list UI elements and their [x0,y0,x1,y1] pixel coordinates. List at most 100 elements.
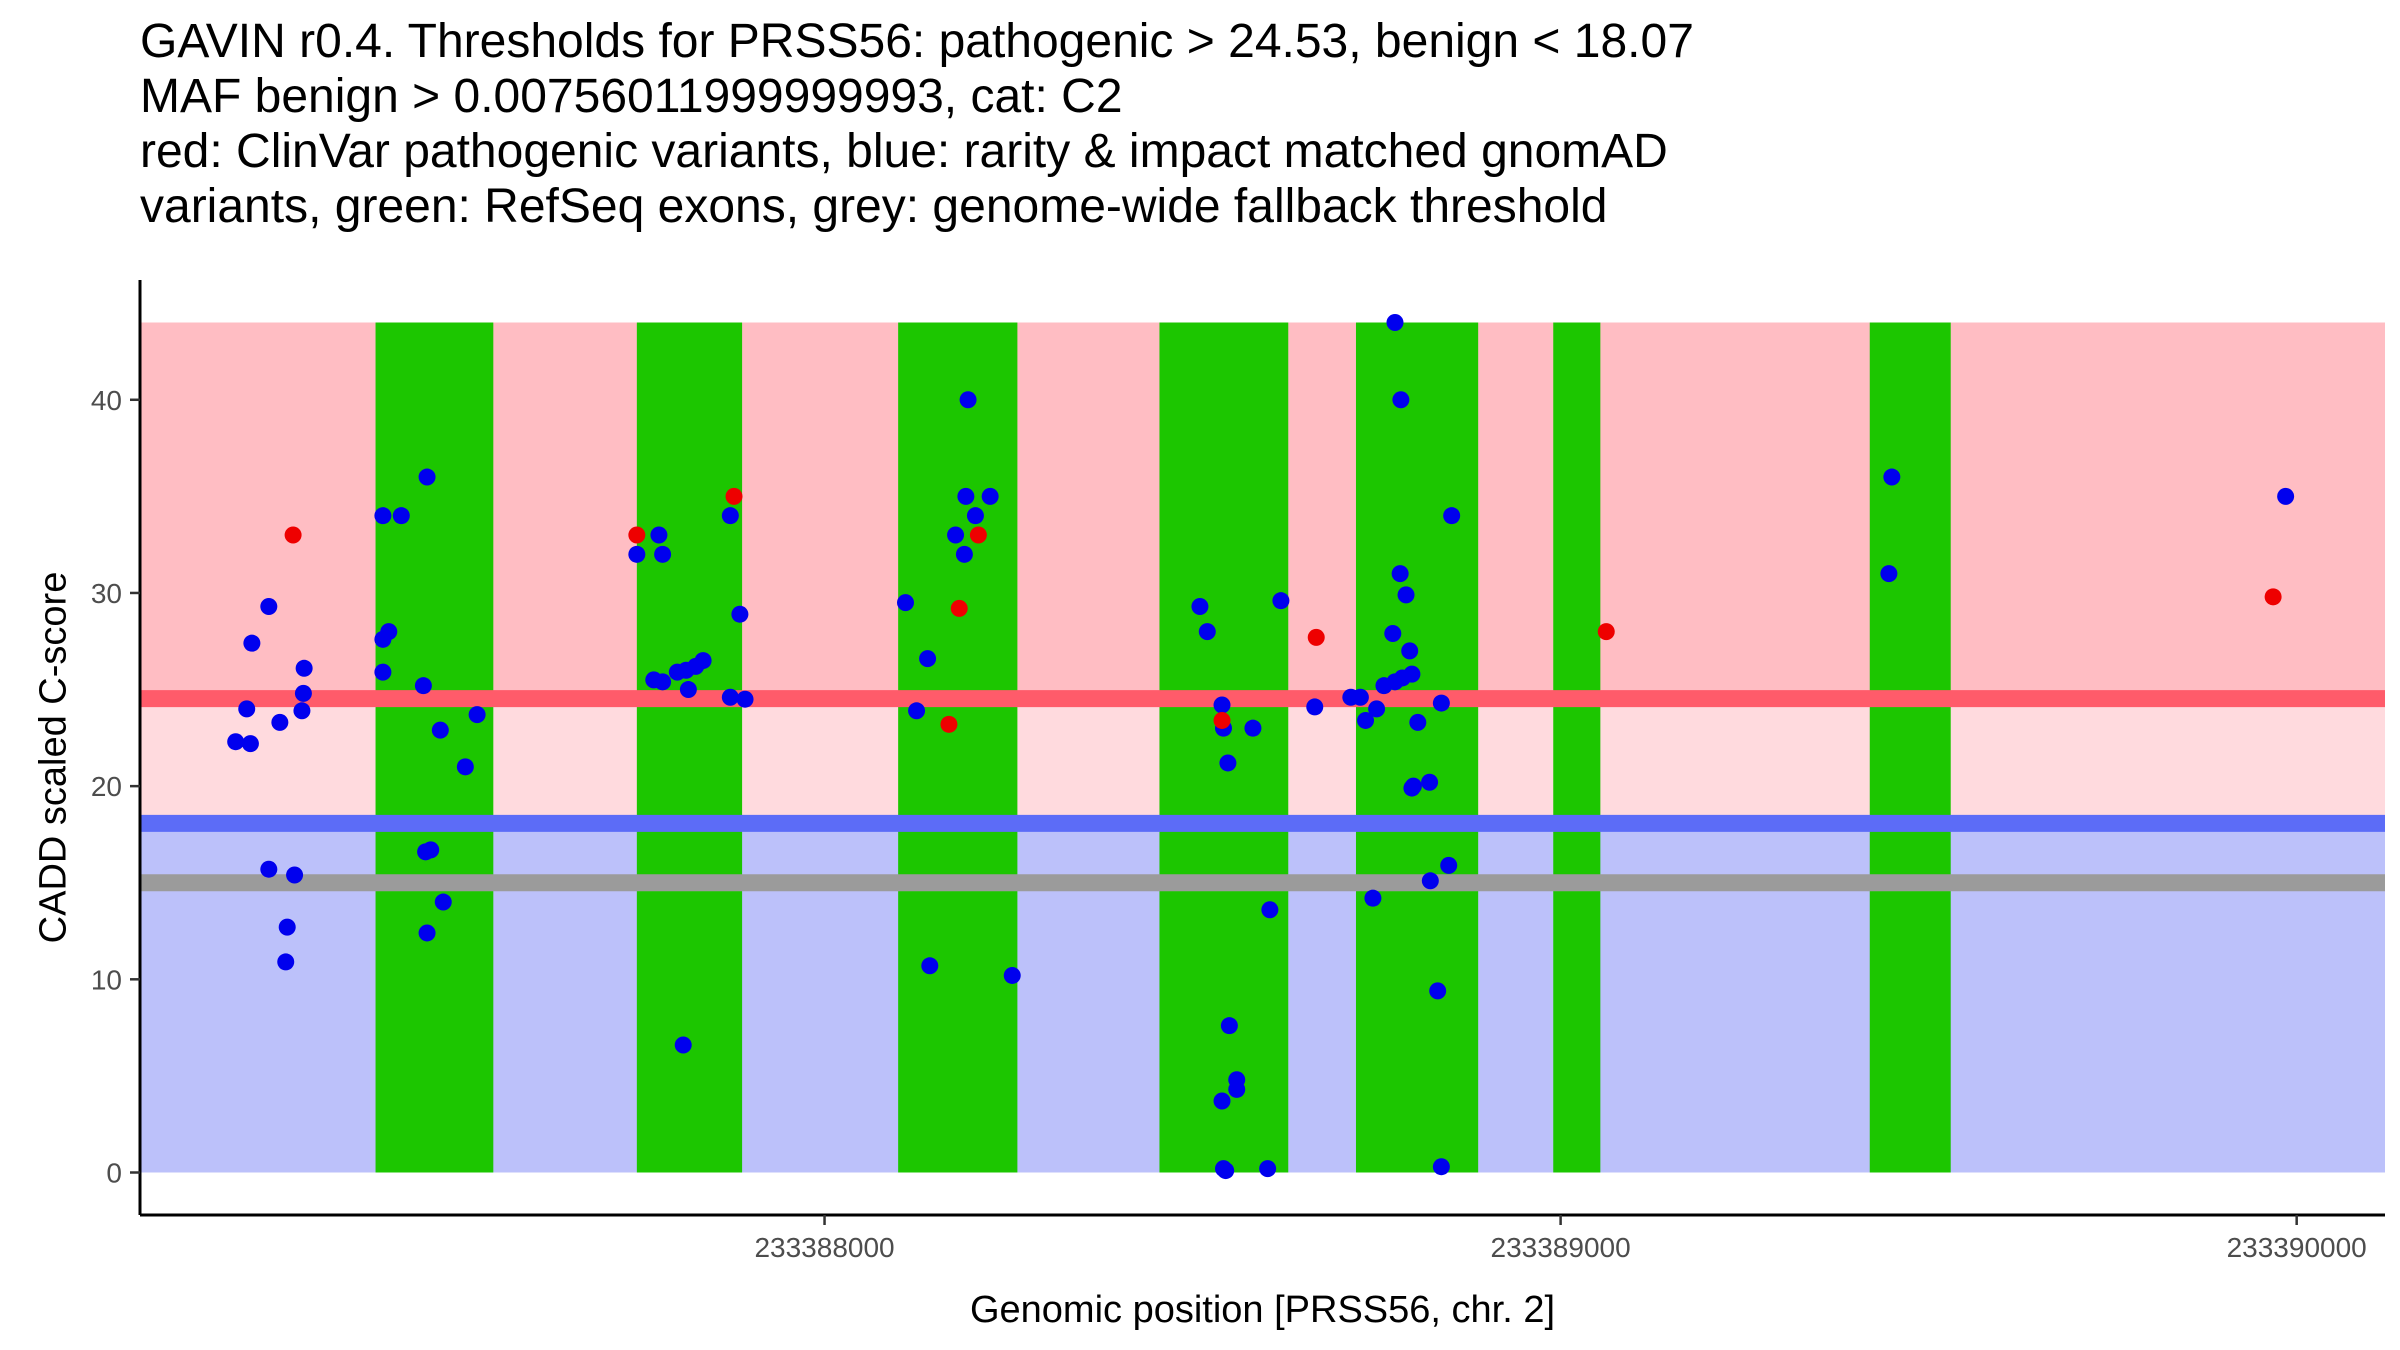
gnomad-point-38 [721,507,739,525]
x-axis-title: Genomic position [PRSS56, chr. 2] [970,1289,1555,1331]
gnomad-point-40 [721,688,739,706]
gnomad-point-71 [1351,688,1369,706]
gnomad-point-30 [654,545,672,563]
gnomad-point-43 [897,594,915,612]
gnomad-point-81 [1401,642,1419,660]
gnomad-point-41 [736,690,754,708]
variant-points [227,314,2295,1180]
gnomad-point-47 [957,487,975,505]
y-tick-label-10: 10 [91,964,122,995]
gnomad-point-59 [1244,719,1262,737]
gnomad-point-16 [418,468,436,486]
clinvar-point-2 [628,526,646,544]
clinvar-point-3 [725,487,743,505]
gnomad-point-53 [1003,966,1021,984]
gnomad-point-52 [921,957,939,975]
gnomad-point-27 [418,924,436,942]
gnomad-point-36 [694,652,712,670]
exon-band-6 [1553,322,1601,1173]
gnomad-point-86 [1432,694,1450,712]
gnomad-point-73 [1368,700,1386,718]
clinvar-point-7 [1213,711,1231,729]
exon-band-7 [1869,322,1951,1173]
clinvar-point-4 [950,599,968,617]
gnomad-point-23 [468,706,486,724]
title-line-1: GAVIN r0.4. Thresholds for PRSS56: patho… [140,15,1694,68]
gnomad-point-46 [947,526,965,544]
gnomad-point-45 [908,702,926,720]
y-tick-label-0: 0 [106,1158,122,1189]
axes [138,280,2385,1217]
y-tick-label-30: 30 [91,578,122,609]
gnomad-point-72 [1357,711,1375,729]
x-tick-label-2: 233389000 [1491,1232,1631,1263]
gnomad-point-12 [278,918,296,936]
gnomad-point-21 [431,721,449,739]
gnomad-point-54 [1191,597,1209,615]
gnomad-point-93 [1392,391,1410,409]
gnomad-point-58 [1219,754,1237,772]
gnomad-point-90 [1429,982,1447,1000]
gnomad-point-83 [1421,773,1439,791]
clinvar-point-10 [2264,588,2282,606]
gnomad-point-9 [295,659,313,677]
exon-band-4 [1159,322,1289,1173]
x-tick-label-3: 233390000 [2227,1232,2367,1263]
gnomad-point-80 [1403,665,1421,683]
x-tick-label-1: 233388000 [754,1232,894,1263]
gnomad-point-19 [380,623,398,641]
gnomad-point-62 [1306,698,1324,716]
gnomad-point-14 [374,507,392,525]
title-line-2: MAF benign > 0.00756011999999993, cat: C… [140,70,1123,123]
gnomad-point-92 [1386,314,1404,331]
exon-bands [375,322,1951,1173]
gnomad-point-88 [1440,856,1458,874]
gnomad-point-25 [422,841,440,859]
clinvar-point-9 [1597,623,1615,641]
gnomad-point-15 [392,507,410,525]
chart-title: GAVIN r0.4. Thresholds for PRSS56: patho… [140,14,2380,234]
gnomad-point-32 [654,673,672,691]
gnomad-point-77 [1391,565,1409,583]
gnomad-point-87 [1421,872,1439,890]
gnomad-point-10 [260,860,278,878]
clinvar-point-6 [940,715,958,733]
gnomad-point-65 [1228,1080,1246,1098]
gnomad-point-50 [966,507,984,525]
threshold-lines [140,690,2385,892]
gnomad-point-68 [1214,1160,1232,1178]
gnomad-point-8 [294,684,312,702]
gnomad-point-37 [679,681,697,699]
gnomad-point-11 [286,866,304,884]
gnomad-point-66 [1213,1092,1231,1110]
gnomad-point-6 [271,713,289,731]
gnomad-point-69 [1259,1160,1277,1178]
gnomad-point-22 [456,758,474,776]
gnomad-point-49 [955,545,973,563]
y-axis-title: CADD scaled C-score [32,572,74,944]
x-ticks: 233388000 233389000 233390000 [754,1215,2367,1263]
y-ticks: 0 10 20 30 40 [91,385,140,1189]
gnomad-point-96 [1880,565,1898,583]
gnomad-point-85 [1404,777,1422,795]
gnomad-point-39 [731,605,749,623]
gnomad-point-76 [1384,625,1402,643]
clinvar-point-5 [969,526,987,544]
clinvar-point-8 [1307,628,1325,646]
gnomad-point-89 [1364,889,1382,907]
gnomad-point-60 [1261,901,1279,919]
exon-band-1 [375,322,494,1173]
gnomad-point-95 [1883,468,1901,486]
title-line-4: variants, green: RefSeq exons, grey: gen… [140,180,1608,233]
gnomad-point-7 [293,702,311,720]
gnomad-point-28 [628,545,646,563]
gnomad-point-97 [2277,487,2295,505]
gnomad-point-55 [1198,623,1216,641]
gnomad-point-5 [260,597,278,615]
exon-band-5 [1355,322,1479,1173]
gnomad-point-91 [1432,1158,1450,1176]
title-line-3: red: ClinVar pathogenic variants, blue: … [140,125,1668,178]
y-tick-label-40: 40 [91,385,122,416]
gnomad-point-17 [374,663,392,681]
